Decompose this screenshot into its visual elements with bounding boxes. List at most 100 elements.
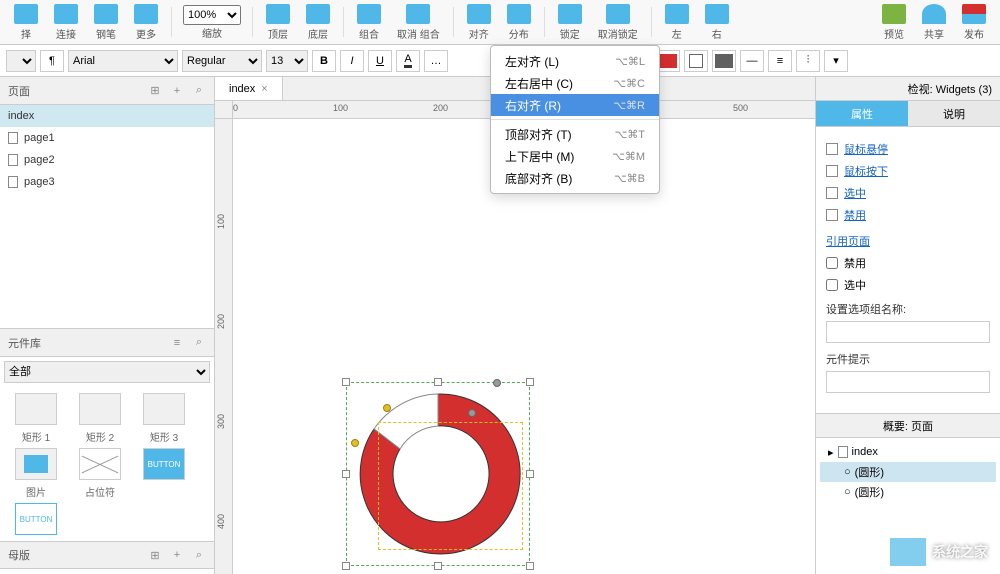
widget-button2[interactable]: BUTTON	[6, 503, 66, 535]
select-tool[interactable]: 择	[8, 2, 44, 43]
share-button[interactable]: 共享	[916, 2, 952, 43]
connect-tool[interactable]: 连接	[48, 2, 84, 43]
style-select[interactable]	[6, 50, 36, 72]
widget-rect2[interactable]: 矩形 2	[70, 393, 130, 444]
more-tool[interactable]: 更多	[128, 2, 164, 43]
resize-handle[interactable]	[342, 378, 350, 386]
page-icon	[8, 154, 18, 166]
page-item[interactable]: page1	[0, 127, 214, 149]
align-v-button[interactable]: ⫶	[796, 50, 820, 72]
underline-button[interactable]: U	[368, 50, 392, 72]
tooltip-input[interactable]	[826, 371, 990, 393]
add-folder-icon[interactable]: ⊞	[148, 548, 162, 562]
search-icon[interactable]: ⌕	[192, 336, 206, 350]
page-item-index[interactable]: index	[0, 105, 214, 127]
group-button[interactable]: 组合	[351, 2, 387, 43]
hover-state-link[interactable]: 鼠标悬停	[826, 141, 990, 157]
tab-notes[interactable]: 说明	[908, 101, 1000, 127]
right-panel: 检视: Widgets (3) 属性 说明 鼠标悬停 鼠标按下 选中 禁用 引用…	[815, 77, 1000, 574]
disabled-checkbox[interactable]	[826, 257, 838, 269]
ruler-vertical: 100 200 300 400	[215, 119, 233, 574]
tree-item-shape[interactable]: ○ (圆形)	[820, 462, 996, 482]
back-label: 底层	[308, 26, 328, 41]
unlock-label: 取消锁定	[598, 26, 638, 41]
menu-align-right[interactable]: 右对齐 (R)⌥⌘R	[491, 94, 659, 116]
unlock-button[interactable]: 取消锁定	[592, 2, 644, 43]
align-button[interactable]: 对齐	[461, 2, 497, 43]
close-icon[interactable]: ×	[261, 83, 267, 95]
distribute-button[interactable]: 分布	[501, 2, 537, 43]
rotate-handle[interactable]	[468, 409, 476, 417]
menu-label: 上下居中 (M)	[505, 148, 574, 165]
resize-handle[interactable]	[526, 470, 534, 478]
arc-handle[interactable]	[351, 439, 359, 447]
tab-index[interactable]: index×	[215, 77, 283, 100]
selected-checkbox[interactable]	[826, 279, 838, 291]
right-label: 右	[712, 26, 722, 41]
widget-rect1[interactable]: 矩形 1	[6, 393, 66, 444]
resize-handle[interactable]	[434, 562, 442, 570]
font-select[interactable]: Arial	[68, 50, 178, 72]
widget-button1[interactable]: BUTTON	[134, 448, 194, 499]
widget-placeholder[interactable]: 占位符	[70, 448, 130, 499]
page-icon	[838, 446, 848, 458]
publish-button[interactable]: 发布	[956, 2, 992, 43]
resize-handle[interactable]	[342, 562, 350, 570]
bold-button[interactable]: B	[312, 50, 336, 72]
toolbar-separator	[343, 7, 344, 37]
widget-category-select[interactable]: 全部	[4, 361, 210, 383]
send-back-button[interactable]: 底层	[300, 2, 336, 43]
border-button[interactable]	[684, 50, 708, 72]
menu-align-center-h[interactable]: 左右居中 (C)⌥⌘C	[491, 72, 659, 94]
resize-handle[interactable]	[434, 378, 442, 386]
bring-front-button[interactable]: 顶层	[260, 2, 296, 43]
more-text-button[interactable]: …	[424, 50, 448, 72]
disabled-state-link[interactable]: 禁用	[826, 207, 990, 223]
widget-rect3[interactable]: 矩形 3	[134, 393, 194, 444]
resize-handle[interactable]	[526, 378, 534, 386]
preview-button[interactable]: 预览	[876, 2, 912, 43]
menu-align-center-v[interactable]: 上下居中 (M)⌥⌘M	[491, 145, 659, 167]
pen-tool[interactable]: 钢笔	[88, 2, 124, 43]
tab-properties[interactable]: 属性	[816, 101, 908, 127]
outline-title: 概要: 页面	[816, 414, 1000, 438]
list-icon[interactable]: ≡	[170, 336, 184, 350]
add-master-icon[interactable]: +	[170, 548, 184, 562]
resize-handle[interactable]	[342, 470, 350, 478]
border-color-button[interactable]	[712, 50, 736, 72]
zoom-select[interactable]: 100%	[183, 5, 241, 25]
group-name-input[interactable]	[826, 321, 990, 343]
tree-item-shape[interactable]: ○ (圆形)	[820, 482, 996, 502]
align-right-button[interactable]: 右	[699, 2, 735, 43]
arc-handle[interactable]	[383, 404, 391, 412]
menu-align-left[interactable]: 左对齐 (L)⌥⌘L	[491, 50, 659, 72]
line-style-button[interactable]: —	[740, 50, 764, 72]
paragraph-icon[interactable]: ¶	[40, 50, 64, 72]
menu-align-bottom[interactable]: 底部对齐 (B)⌥⌘B	[491, 167, 659, 189]
text-color-button[interactable]: A	[396, 50, 420, 72]
ungroup-button[interactable]: 取消 组合	[391, 2, 446, 43]
lock-button[interactable]: 锁定	[552, 2, 588, 43]
size-select[interactable]: 13	[266, 50, 308, 72]
page-item[interactable]: page2	[0, 149, 214, 171]
menu-align-top[interactable]: 顶部对齐 (T)⌥⌘T	[491, 123, 659, 145]
add-folder-icon[interactable]: ⊞	[148, 84, 162, 98]
mousedown-state-link[interactable]: 鼠标按下	[826, 163, 990, 179]
widget-image[interactable]: 图片	[6, 448, 66, 499]
pages-header: 页面 ⊞ + ⌕	[0, 77, 214, 105]
selected-state-link[interactable]: 选中	[826, 185, 990, 201]
italic-button[interactable]: I	[340, 50, 364, 72]
search-icon[interactable]: ⌕	[192, 548, 206, 562]
add-page-icon[interactable]: +	[170, 84, 184, 98]
reference-page-link[interactable]: 引用页面	[826, 233, 990, 249]
tree-label: (圆形)	[855, 484, 884, 500]
resize-handle[interactable]	[526, 562, 534, 570]
tree-item-root[interactable]: ▸ index	[820, 442, 996, 462]
rotate-handle[interactable]	[493, 379, 501, 387]
search-icon[interactable]: ⌕	[192, 84, 206, 98]
page-item[interactable]: page3	[0, 171, 214, 193]
weight-select[interactable]: Regular	[182, 50, 262, 72]
more-format-button[interactable]: ▾	[824, 50, 848, 72]
align-left-button[interactable]: 左	[659, 2, 695, 43]
align-h-button[interactable]: ≡	[768, 50, 792, 72]
